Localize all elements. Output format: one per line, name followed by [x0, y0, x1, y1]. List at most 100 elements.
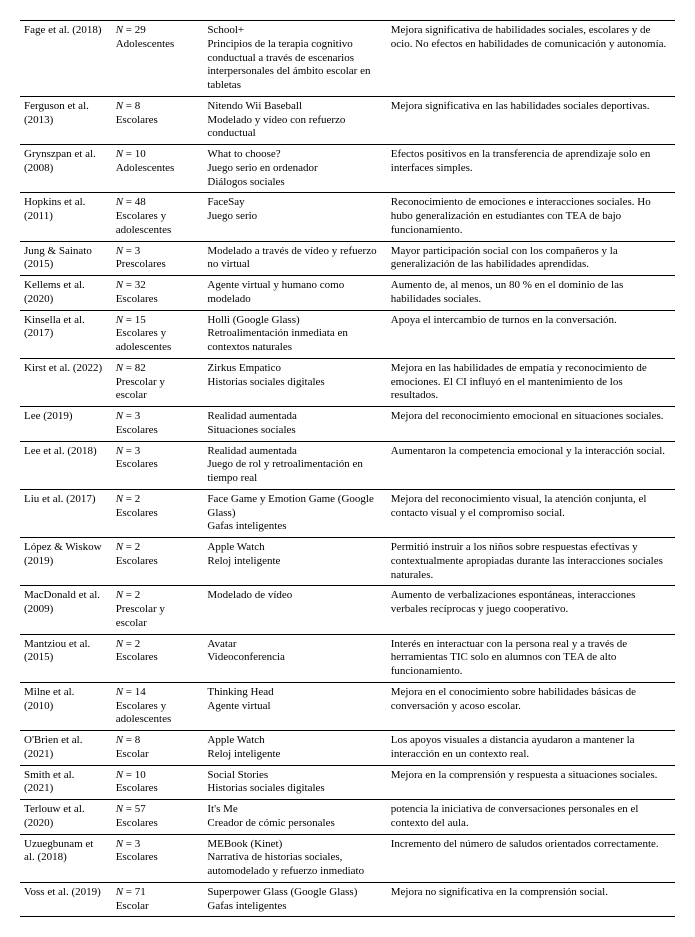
cell-results: Mejora del reconocimiento visual, la ate… — [387, 489, 675, 537]
cell-sample: N = 57Escolares — [112, 800, 204, 835]
cell-study: Milne et al. (2010) — [20, 682, 112, 730]
cell-results: Mayor participación social con los compa… — [387, 241, 675, 276]
table-row: Uzuegbunam et al. (2018)N = 3EscolaresME… — [20, 834, 675, 882]
cell-sample: N = 71Escolar — [112, 882, 204, 917]
cell-study: MacDonald et al. (2009) — [20, 586, 112, 634]
cell-study: Lee et al. (2018) — [20, 441, 112, 489]
cell-sample: N = 3Escolares — [112, 407, 204, 442]
cell-study: Jung & Sainato (2015) — [20, 241, 112, 276]
cell-sample: N = 8Escolar — [112, 731, 204, 766]
cell-sample: N = 8Escolares — [112, 96, 204, 144]
table-row: Lee (2019)N = 3EscolaresRealidad aumenta… — [20, 407, 675, 442]
cell-results: Aumentaron la competencia emocional y la… — [387, 441, 675, 489]
cell-intervention: MEBook (Kinet)Narrativa de historias soc… — [203, 834, 386, 882]
cell-results: potencia la iniciativa de conversaciones… — [387, 800, 675, 835]
cell-study: Smith et al. (2021) — [20, 765, 112, 800]
cell-sample: N = 48Escolares y adolescentes — [112, 193, 204, 241]
cell-sample: N = 82Prescolar y escolar — [112, 358, 204, 406]
table-row: MacDonald et al. (2009)N = 2Prescolar y … — [20, 586, 675, 634]
table-row: Mantziou et al. (2015)N = 2EscolaresAvat… — [20, 634, 675, 682]
cell-results: Interés en interactuar con la persona re… — [387, 634, 675, 682]
cell-sample: N = 29Adolescentes — [112, 21, 204, 97]
cell-results: Incremento del número de saludos orienta… — [387, 834, 675, 882]
cell-intervention: Zirkus EmpaticoHistorias sociales digita… — [203, 358, 386, 406]
studies-table-body: Fage et al. (2018)N = 29AdolescentesScho… — [20, 21, 675, 917]
table-row: Smith et al. (2021)N = 10EscolaresSocial… — [20, 765, 675, 800]
cell-sample: N = 2Escolares — [112, 538, 204, 586]
cell-intervention: Holli (Google Glass)Retroalimentación in… — [203, 310, 386, 358]
cell-intervention: Face Game y Emotion Game (Google Glass)G… — [203, 489, 386, 537]
table-row: Hopkins et al. (2011)N = 48Escolares y a… — [20, 193, 675, 241]
cell-study: Kirst et al. (2022) — [20, 358, 112, 406]
cell-intervention: What to choose?Juego serio en ordenadorD… — [203, 145, 386, 193]
cell-intervention: Superpower Glass (Google Glass)Gafas int… — [203, 882, 386, 917]
table-row: Terlouw et al. (2020)N = 57EscolaresIt's… — [20, 800, 675, 835]
cell-intervention: Realidad aumentadaSituaciones sociales — [203, 407, 386, 442]
cell-study: Kellems et al. (2020) — [20, 276, 112, 311]
table-row: Liu et al. (2017)N = 2EscolaresFace Game… — [20, 489, 675, 537]
table-row: Kirst et al. (2022)N = 82Prescolar y esc… — [20, 358, 675, 406]
cell-results: Apoya el intercambio de turnos en la con… — [387, 310, 675, 358]
cell-sample: N = 2Escolares — [112, 634, 204, 682]
cell-results: Efectos positivos en la transferencia de… — [387, 145, 675, 193]
cell-study: López & Wiskow (2019) — [20, 538, 112, 586]
table-row: O'Brien et al. (2021)N = 8EscolarApple W… — [20, 731, 675, 766]
cell-intervention: Apple WatchReloj inteligente — [203, 731, 386, 766]
cell-results: Mejora en el conocimiento sobre habilida… — [387, 682, 675, 730]
cell-study: Hopkins et al. (2011) — [20, 193, 112, 241]
cell-intervention: Apple WatchReloj inteligente — [203, 538, 386, 586]
cell-study: Grynszpan et al. (2008) — [20, 145, 112, 193]
cell-results: Mejora significativa en las habilidades … — [387, 96, 675, 144]
cell-sample: N = 3Prescolares — [112, 241, 204, 276]
cell-sample: N = 2Prescolar y escolar — [112, 586, 204, 634]
cell-study: Voss et al. (2019) — [20, 882, 112, 917]
cell-intervention: It's MeCreador de cómic personales — [203, 800, 386, 835]
cell-results: Aumento de, al menos, un 80 % en el domi… — [387, 276, 675, 311]
table-row: Jung & Sainato (2015)N = 3PrescolaresMod… — [20, 241, 675, 276]
table-row: Kellems et al. (2020)N = 32EscolaresAgen… — [20, 276, 675, 311]
cell-sample: N = 3Escolares — [112, 834, 204, 882]
table-row: Ferguson et al. (2013)N = 8EscolaresNite… — [20, 96, 675, 144]
studies-table: Fage et al. (2018)N = 29AdolescentesScho… — [20, 20, 675, 917]
cell-intervention: Modelado de vídeo — [203, 586, 386, 634]
cell-sample: N = 14Escolares y adolescentes — [112, 682, 204, 730]
cell-intervention: Thinking HeadAgente virtual — [203, 682, 386, 730]
cell-intervention: Agente virtual y humano como modelado — [203, 276, 386, 311]
table-row: Milne et al. (2010)N = 14Escolares y ado… — [20, 682, 675, 730]
cell-results: Aumento de verbalizaciones espontáneas, … — [387, 586, 675, 634]
table-row: Voss et al. (2019)N = 71EscolarSuperpowe… — [20, 882, 675, 917]
cell-intervention: Nitendo Wii BaseballModelado y vídeo con… — [203, 96, 386, 144]
cell-sample: N = 10Adolescentes — [112, 145, 204, 193]
cell-intervention: AvatarVideoconferencia — [203, 634, 386, 682]
cell-study: Terlouw et al. (2020) — [20, 800, 112, 835]
cell-results: Mejora significativa de habilidades soci… — [387, 21, 675, 97]
cell-study: Ferguson et al. (2013) — [20, 96, 112, 144]
cell-study: Kinsella et al. (2017) — [20, 310, 112, 358]
cell-study: Lee (2019) — [20, 407, 112, 442]
cell-results: Permitió instruir a los niños sobre resp… — [387, 538, 675, 586]
cell-study: O'Brien et al. (2021) — [20, 731, 112, 766]
cell-results: Reconocimiento de emociones e interaccio… — [387, 193, 675, 241]
table-row: Kinsella et al. (2017)N = 15Escolares y … — [20, 310, 675, 358]
table-row: Lee et al. (2018)N = 3EscolaresRealidad … — [20, 441, 675, 489]
cell-intervention: Modelado a través de vídeo y refuerzo no… — [203, 241, 386, 276]
cell-intervention: Realidad aumentadaJuego de rol y retroal… — [203, 441, 386, 489]
table-row: López & Wiskow (2019)N = 2EscolaresApple… — [20, 538, 675, 586]
cell-intervention: Social StoriesHistorias sociales digital… — [203, 765, 386, 800]
cell-study: Uzuegbunam et al. (2018) — [20, 834, 112, 882]
cell-study: Mantziou et al. (2015) — [20, 634, 112, 682]
cell-results: Mejora en las habilidades de empatía y r… — [387, 358, 675, 406]
cell-results: Mejora no significativa en la comprensió… — [387, 882, 675, 917]
cell-results: Los apoyos visuales a distancia ayudaron… — [387, 731, 675, 766]
cell-sample: N = 15Escolares y adolescentes — [112, 310, 204, 358]
table-row: Fage et al. (2018)N = 29AdolescentesScho… — [20, 21, 675, 97]
cell-study: Liu et al. (2017) — [20, 489, 112, 537]
cell-study: Fage et al. (2018) — [20, 21, 112, 97]
cell-sample: N = 3Escolares — [112, 441, 204, 489]
cell-sample: N = 10Escolares — [112, 765, 204, 800]
table-row: Grynszpan et al. (2008)N = 10Adolescente… — [20, 145, 675, 193]
cell-results: Mejora del reconocimiento emocional en s… — [387, 407, 675, 442]
cell-intervention: FaceSayJuego serio — [203, 193, 386, 241]
cell-sample: N = 32Escolares — [112, 276, 204, 311]
cell-sample: N = 2Escolares — [112, 489, 204, 537]
